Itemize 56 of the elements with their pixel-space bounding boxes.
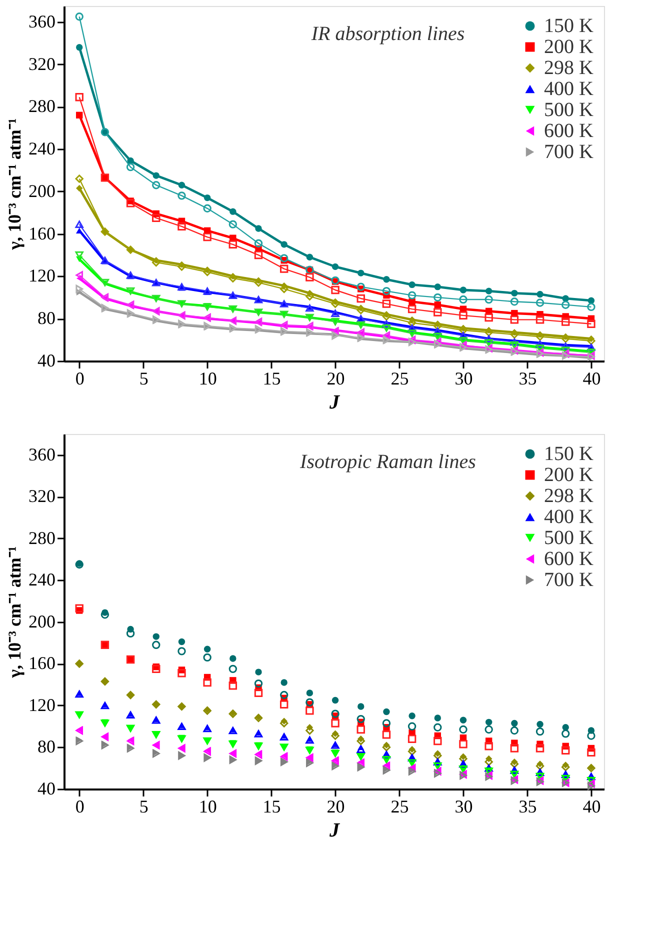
y-tick-label: 280 (28, 528, 56, 548)
x-axis-title: J (328, 392, 340, 414)
x-tick-label: 35 (518, 368, 537, 388)
x-tick-label: 25 (390, 796, 409, 816)
x-tick-label: 0 (75, 368, 84, 388)
y-axis-title: γ, 10⁻³ cm⁻¹ atm⁻¹ (4, 546, 24, 679)
y-tick-label: 360 (28, 444, 56, 464)
x-tick-label: 20 (326, 368, 345, 388)
y-tick-label: 280 (28, 96, 56, 116)
x-tick-label: 10 (198, 368, 217, 388)
legend-label: 150 K (544, 15, 594, 37)
legend-label: 400 K (544, 506, 594, 528)
x-tick-label: 30 (454, 368, 473, 388)
x-tick-label: 40 (582, 368, 601, 388)
y-tick-label: 120 (28, 694, 56, 715)
x-axis-title: J (328, 820, 340, 842)
x-tick-label: 15 (262, 796, 281, 816)
legend-label: 400 K (544, 78, 594, 100)
y-tick-label: 160 (28, 653, 56, 674)
y-tick-label: 40 (38, 778, 56, 798)
x-tick-label: 5 (139, 368, 148, 388)
legend-label: 700 K (544, 141, 594, 163)
y-tick-label: 80 (38, 736, 56, 757)
y-tick-label: 120 (28, 266, 56, 286)
y-tick-label: 240 (28, 138, 56, 159)
legend-label: 298 K (544, 57, 594, 79)
y-tick-label: 160 (28, 223, 56, 244)
x-tick-label: 15 (262, 368, 281, 388)
legend-label: 700 K (544, 569, 594, 591)
y-tick-label: 360 (28, 11, 56, 32)
x-tick-label: 5 (139, 796, 148, 816)
x-tick-label: 30 (454, 796, 473, 816)
legend-label: 150 K (544, 443, 594, 465)
y-tick-label: 200 (28, 611, 56, 632)
x-tick-label: 0 (75, 796, 84, 816)
legend-label: 200 K (544, 36, 594, 58)
y-tick-label: 240 (28, 570, 56, 590)
x-tick-label: 35 (518, 796, 537, 816)
legend-label: 298 K (544, 485, 594, 507)
x-tick-label: 10 (198, 796, 217, 816)
y-tick-label: 200 (28, 180, 56, 201)
y-tick-label: 320 (28, 486, 56, 506)
x-tick-label: 25 (390, 368, 409, 388)
y-axis-title: γ, 10⁻³ cm⁻¹ atm⁻¹ (4, 118, 24, 251)
legend-label: 200 K (544, 464, 594, 486)
legend-label: 500 K (544, 527, 594, 549)
y-tick-label: 40 (38, 350, 56, 370)
annotation: IR absorption lines (310, 23, 465, 45)
x-tick-label: 20 (326, 796, 345, 816)
legend-label: 500 K (544, 99, 594, 121)
x-tick-label: 40 (582, 796, 601, 816)
y-tick-label: 320 (28, 54, 56, 74)
legend-label: 600 K (544, 548, 594, 570)
y-tick-label: 80 (38, 308, 56, 328)
legend-label: 600 K (544, 120, 594, 142)
annotation: Isotropic Raman lines (299, 451, 476, 473)
